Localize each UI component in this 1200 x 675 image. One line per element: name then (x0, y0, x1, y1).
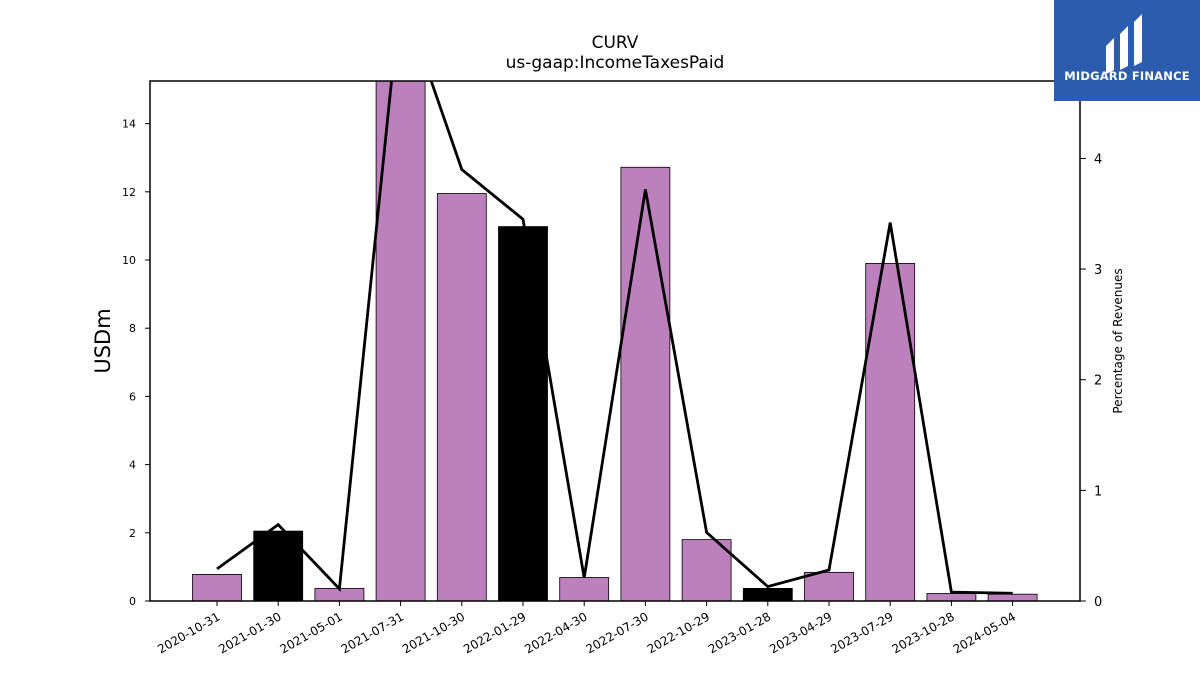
bar-group (192, 81, 1038, 601)
bar (192, 574, 242, 601)
y-tick-label: 2 (129, 527, 136, 540)
x-tick-label: 2020-10-31 (155, 609, 222, 656)
x-tick-label: 2021-01-30 (216, 609, 283, 656)
x-tick-label: 2023-01-28 (706, 609, 773, 656)
midgard-logo-icon (1106, 14, 1142, 74)
y-tick-label: 6 (129, 390, 136, 403)
bar (681, 539, 732, 601)
y2-tick-label: 2 (1094, 374, 1102, 389)
bar (375, 81, 426, 601)
bar (987, 593, 1038, 601)
bar (804, 571, 854, 601)
bar (926, 593, 977, 601)
x-tick-label: 2023-10-28 (889, 609, 956, 656)
bar (620, 166, 671, 601)
chart-title: CURV (592, 33, 639, 53)
plot-frame (149, 80, 1081, 602)
y2-tick-label: 1 (1094, 484, 1102, 499)
x-tick-label: 2021-10-30 (400, 609, 467, 656)
x-tick-label: 2024-05-04 (951, 609, 1018, 656)
y-axis-label: USDm (91, 308, 115, 373)
y-tick-label: 14 (122, 118, 136, 131)
y-tick-label: 10 (122, 254, 136, 267)
x-tick-label: 2022-01-29 (461, 609, 528, 656)
x-tick-label: 2022-10-29 (645, 609, 712, 656)
bar (498, 226, 548, 601)
x-tick-label: 2023-07-29 (828, 609, 895, 656)
plot-area: 02468101214012342020-10-312021-01-302021… (122, 81, 1102, 656)
y-tick-label: 12 (122, 186, 136, 199)
brand-logo: MIDGARD FINANCE (1054, 0, 1200, 101)
logo-text: MIDGARD FINANCE (1064, 69, 1190, 83)
y2-tick-label: 3 (1094, 263, 1102, 278)
bar (742, 587, 793, 601)
y2-tick-label: 4 (1094, 152, 1102, 167)
bar (436, 193, 487, 601)
y-tick-label: 0 (129, 595, 136, 608)
x-tick-label: 2022-04-30 (522, 609, 589, 656)
x-tick-label: 2021-05-01 (277, 609, 344, 656)
x-tick-label: 2023-04-29 (767, 609, 834, 656)
y2-tick-label: 0 (1094, 595, 1102, 610)
bar (559, 577, 610, 601)
x-tick-label: 2022-07-30 (583, 609, 650, 656)
percentage-line (216, 81, 1013, 595)
y-tick-label: 8 (129, 322, 136, 335)
y2-axis-label: Percentage of Revenues (1111, 268, 1125, 413)
x-tick-label: 2021-07-31 (339, 609, 406, 656)
chart-subtitle: us-gaap:IncomeTaxesPaid (506, 53, 725, 73)
y-tick-label: 4 (129, 459, 136, 472)
